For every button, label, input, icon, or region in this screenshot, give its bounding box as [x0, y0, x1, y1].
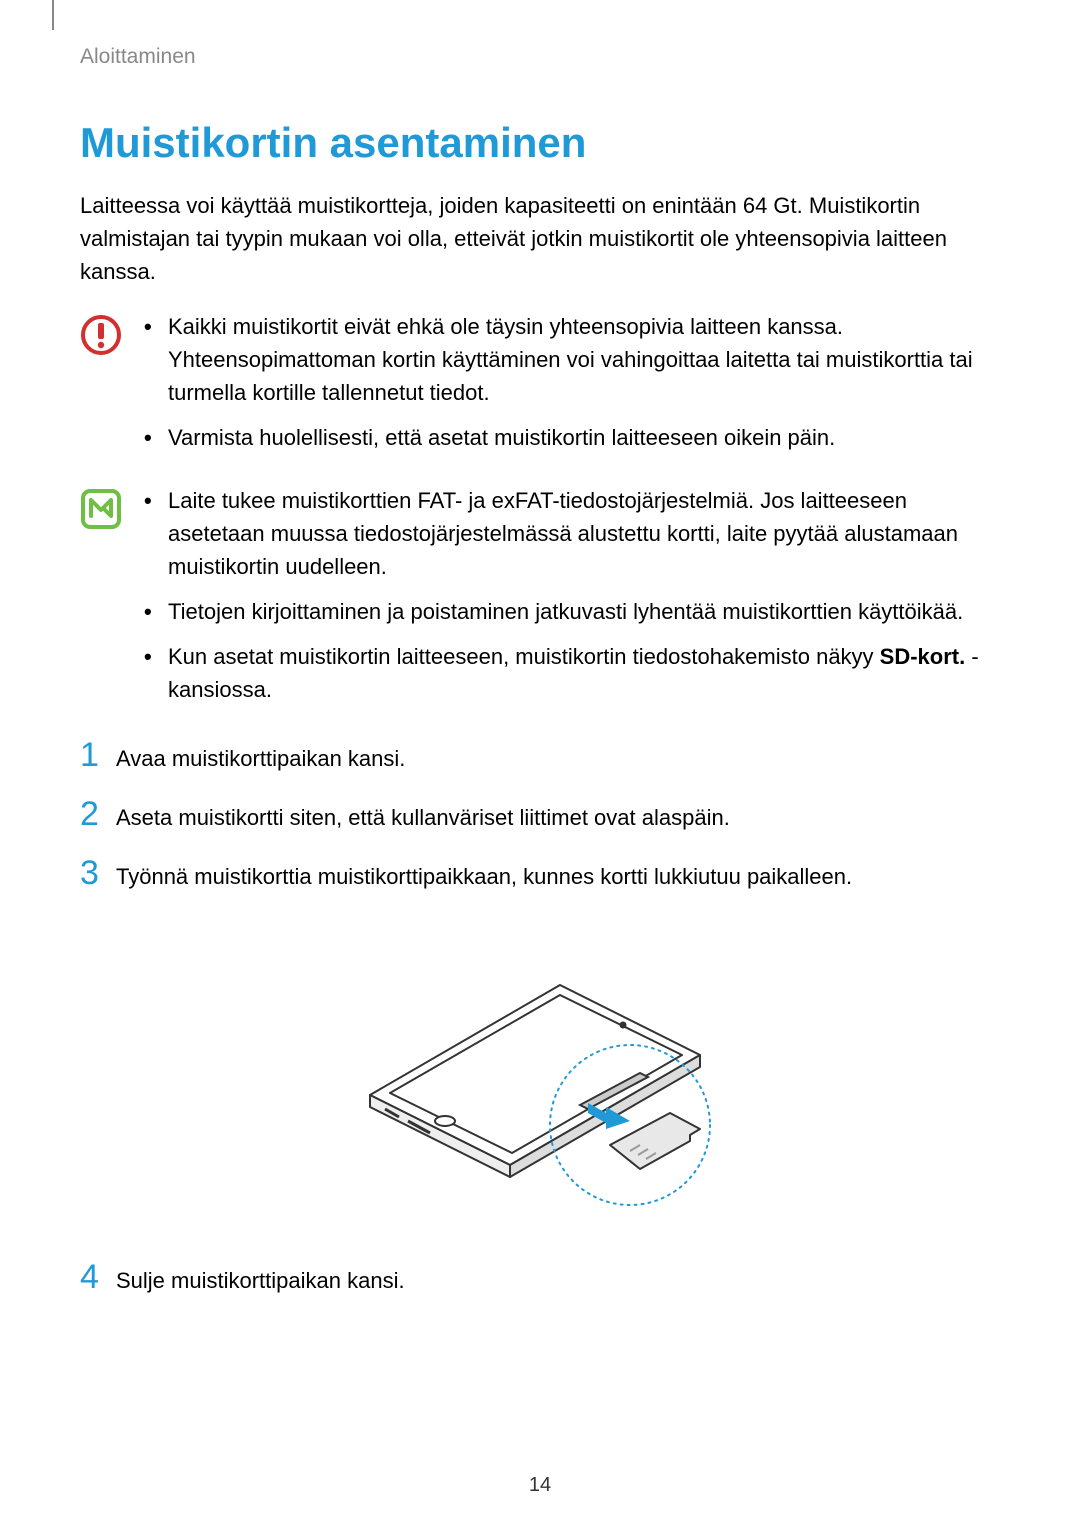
header-rule	[52, 0, 54, 30]
step-text: Työnnä muistikorttia muistikorttipaikkaa…	[116, 856, 1000, 893]
step-text: Aseta muistikortti siten, että kullanvär…	[116, 797, 1000, 834]
info-item: Laite tukee muistikorttien FAT- ja exFAT…	[144, 484, 1000, 583]
step-number: 4	[80, 1260, 116, 1294]
page-title: Muistikortin asentaminen	[80, 119, 1000, 167]
warning-block: Kaikki muistikortit eivät ehkä ole täysi…	[80, 310, 1000, 466]
note-icon	[80, 488, 122, 535]
info-item-bold: SD-kort.	[880, 644, 966, 669]
breadcrumb: Aloittaminen	[80, 45, 1000, 69]
step-number: 1	[80, 738, 116, 772]
steps-list-continued: 4 Sulje muistikorttipaikan kansi.	[80, 1260, 1000, 1297]
device-illustration	[330, 915, 750, 1215]
info-block: Laite tukee muistikorttien FAT- ja exFAT…	[80, 484, 1000, 718]
step-text: Sulje muistikorttipaikan kansi.	[116, 1260, 1000, 1297]
page-number: 14	[0, 1474, 1080, 1497]
step-text: Avaa muistikorttipaikan kansi.	[116, 738, 1000, 775]
step-row: 1 Avaa muistikorttipaikan kansi.	[80, 738, 1000, 775]
steps-list: 1 Avaa muistikorttipaikan kansi. 2 Aseta…	[80, 738, 1000, 893]
step-row: 2 Aseta muistikortti siten, että kullanv…	[80, 797, 1000, 834]
step-row: 4 Sulje muistikorttipaikan kansi.	[80, 1260, 1000, 1297]
warning-item: Kaikki muistikortit eivät ehkä ole täysi…	[144, 310, 1000, 409]
warning-item: Varmista huolellisesti, että asetat muis…	[144, 421, 1000, 454]
device-figure	[80, 915, 1000, 1220]
intro-paragraph: Laitteessa voi käyttää muistikortteja, j…	[80, 189, 1000, 288]
step-number: 3	[80, 856, 116, 890]
step-row: 3 Työnnä muistikorttia muistikorttipaikk…	[80, 856, 1000, 893]
warning-content: Kaikki muistikortit eivät ehkä ole täysi…	[144, 310, 1000, 466]
info-content: Laite tukee muistikorttien FAT- ja exFAT…	[144, 484, 1000, 718]
page-container: Aloittaminen Muistikortin asentaminen La…	[0, 0, 1080, 1527]
step-number: 2	[80, 797, 116, 831]
info-item-text: Kun asetat muistikortin laitteeseen, mui…	[168, 644, 880, 669]
info-item: Kun asetat muistikortin laitteeseen, mui…	[144, 640, 1000, 706]
info-item: Tietojen kirjoittaminen ja poistaminen j…	[144, 595, 1000, 628]
warning-icon	[80, 314, 122, 361]
